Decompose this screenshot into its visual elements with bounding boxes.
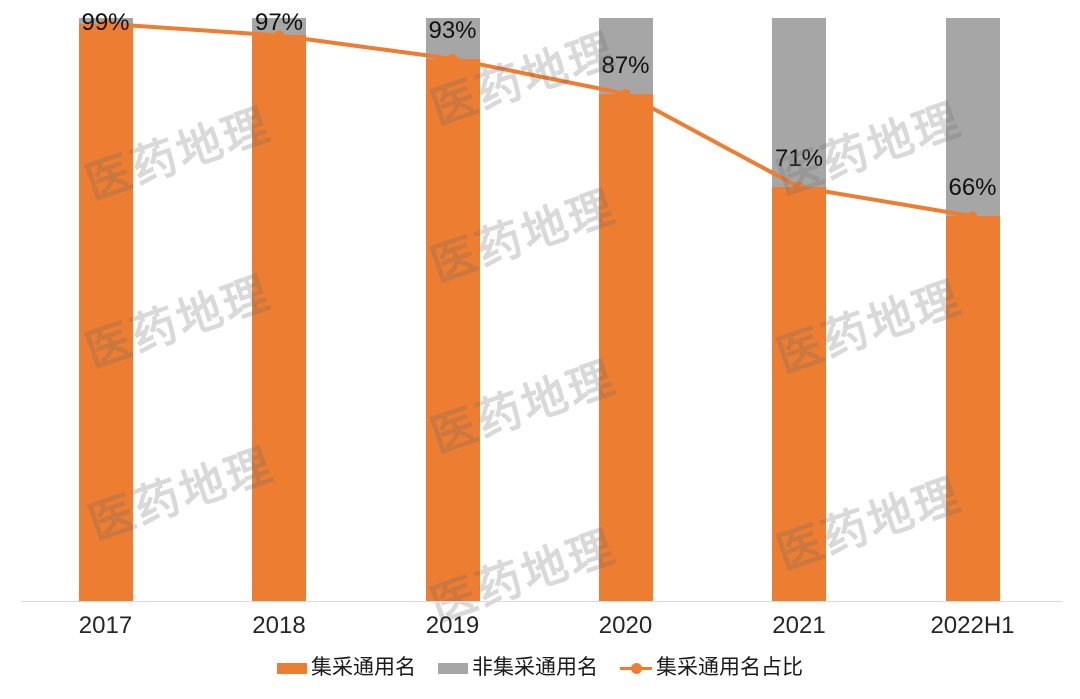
line-point-2017	[100, 18, 111, 29]
line-point-2020	[620, 88, 631, 99]
proportion-line	[105, 21, 973, 219]
line-point-2019	[447, 53, 458, 64]
line-point-2018	[274, 30, 284, 41]
line-point-2021	[794, 182, 804, 193]
legend-label-primary: 集采通用名	[311, 656, 416, 679]
legend-label-secondary: 非集采通用名	[472, 656, 598, 679]
legend-line-dot-marker	[620, 662, 652, 674]
legend-item-bar-primary: 集采通用名	[277, 656, 416, 680]
legend: 集采通用名 非集采通用名 集采通用名占比	[0, 656, 1080, 680]
line-point-2022H1	[967, 211, 978, 222]
legend-item-bar-secondary: 非集采通用名	[438, 656, 598, 680]
legend-swatch-orange-bar	[277, 662, 307, 674]
legend-line-dot	[631, 663, 642, 674]
legend-swatch-gray-bar	[438, 662, 468, 674]
legend-item-line: 集采通用名占比	[620, 656, 803, 680]
legend-label-line: 集采通用名占比	[656, 656, 803, 679]
x-axis-line	[21, 601, 1062, 602]
